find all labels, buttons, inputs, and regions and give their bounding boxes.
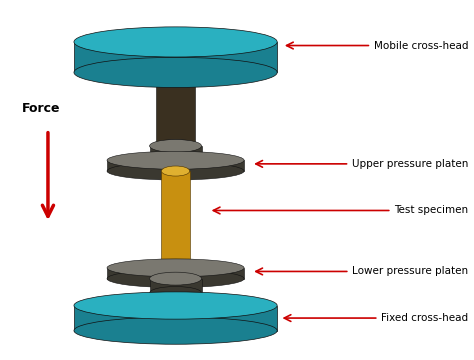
- Ellipse shape: [107, 270, 244, 288]
- FancyBboxPatch shape: [156, 72, 195, 146]
- FancyBboxPatch shape: [74, 306, 277, 330]
- Ellipse shape: [150, 272, 201, 285]
- Text: Fixed cross-head: Fixed cross-head: [284, 313, 469, 323]
- Ellipse shape: [74, 317, 277, 344]
- FancyBboxPatch shape: [150, 279, 201, 293]
- Text: Mobile cross-head: Mobile cross-head: [287, 41, 469, 50]
- Ellipse shape: [74, 57, 277, 87]
- Ellipse shape: [150, 139, 201, 152]
- FancyBboxPatch shape: [74, 42, 277, 72]
- Ellipse shape: [150, 156, 201, 168]
- Ellipse shape: [74, 27, 277, 57]
- Ellipse shape: [150, 287, 201, 300]
- Ellipse shape: [161, 263, 190, 273]
- Ellipse shape: [107, 162, 244, 180]
- Ellipse shape: [157, 297, 193, 303]
- Ellipse shape: [161, 166, 190, 176]
- Ellipse shape: [74, 292, 277, 319]
- Text: Force: Force: [22, 103, 60, 116]
- FancyBboxPatch shape: [107, 160, 244, 171]
- Ellipse shape: [107, 151, 244, 169]
- FancyBboxPatch shape: [157, 293, 193, 300]
- Text: Test specimen: Test specimen: [213, 206, 469, 216]
- Ellipse shape: [107, 259, 244, 277]
- Text: Upper pressure platen: Upper pressure platen: [256, 159, 469, 169]
- FancyBboxPatch shape: [150, 146, 201, 162]
- FancyBboxPatch shape: [161, 171, 190, 268]
- FancyBboxPatch shape: [107, 268, 244, 279]
- Ellipse shape: [156, 139, 195, 152]
- Text: Lower pressure platen: Lower pressure platen: [256, 266, 469, 276]
